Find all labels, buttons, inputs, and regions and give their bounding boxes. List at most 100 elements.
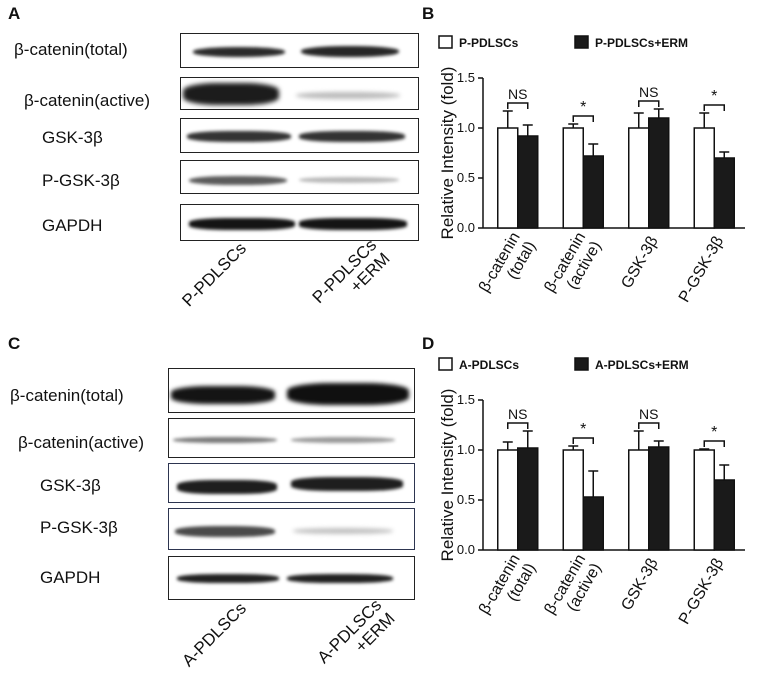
western-band xyxy=(183,83,279,105)
western-band xyxy=(301,46,399,57)
y-tick-label: 1.5 xyxy=(457,392,475,407)
significance-label: * xyxy=(711,88,717,105)
significance-label: * xyxy=(580,99,586,116)
x-tick-label-line: P-GSK-3β xyxy=(676,234,727,306)
legend-label: A-PDLSCs+ERM xyxy=(595,358,689,372)
blot-strip-gsk xyxy=(168,463,415,503)
legend-label: A-PDLSCs xyxy=(459,358,519,372)
blot-row-label: GAPDH xyxy=(40,568,101,587)
significance-label: NS xyxy=(508,406,527,422)
y-axis-label: Relative Intensity (fold) xyxy=(438,67,457,240)
western-band xyxy=(171,386,275,404)
legend-swatch xyxy=(574,357,589,371)
blot-strip-gapdh xyxy=(180,204,419,241)
western-band xyxy=(187,131,291,142)
legend-label: P-PDLSCs+ERM xyxy=(595,36,688,50)
significance-label: * xyxy=(580,421,586,438)
western-band xyxy=(175,526,275,537)
western-band xyxy=(299,131,405,142)
y-tick-label: 0.0 xyxy=(457,220,475,235)
bar xyxy=(582,155,604,229)
lane-label: P-PDLSCs +ERM xyxy=(308,235,394,308)
bar xyxy=(693,127,715,229)
x-tick-label-line: GSK-3β xyxy=(618,556,661,614)
legend-swatch xyxy=(574,35,589,49)
x-tick-label: P-GSK-3β xyxy=(676,234,727,306)
significance-bracket xyxy=(507,422,529,429)
western-band xyxy=(173,437,277,443)
bar-chart-b: P-PDLSCs P-PDLSCs+ERM 0.0 0.5 1.0 1.5Relative… xyxy=(438,35,745,306)
blot-strip-gsk xyxy=(180,118,419,153)
blot-strip-active xyxy=(168,418,415,458)
bar xyxy=(582,496,604,551)
lane-label: P-PDLSCs xyxy=(178,238,250,311)
western-band xyxy=(293,528,393,534)
western-band xyxy=(193,47,285,57)
bar xyxy=(693,449,715,551)
x-tick-label-line: P-GSK-3β xyxy=(676,556,727,628)
bar xyxy=(517,135,539,229)
bar-chart-d: A-PDLSCs A-PDLSCs+ERM 0.0 0.5 1.0 1.5Relative… xyxy=(438,357,745,628)
blot-strip-total xyxy=(180,33,419,68)
western-band xyxy=(177,480,277,494)
blot-row-label: β-catenin(active) xyxy=(24,91,150,110)
blot-row-label: GSK-3β xyxy=(40,476,101,495)
x-tick-label: β-catenin(total) xyxy=(476,230,539,305)
western-band xyxy=(287,383,409,405)
western-band xyxy=(189,218,295,230)
blot-strip-total xyxy=(168,368,415,413)
y-tick-label: 1.0 xyxy=(457,442,475,457)
bar xyxy=(517,447,539,551)
significance-bracket xyxy=(703,440,725,447)
significance-label: * xyxy=(711,424,717,441)
significance-bracket xyxy=(638,100,660,107)
panel-c-letter: C xyxy=(8,334,21,353)
significance-bracket xyxy=(572,115,594,122)
y-tick-label: 0.5 xyxy=(457,492,475,507)
panel-d-letter: D xyxy=(422,334,435,353)
western-band xyxy=(177,574,279,583)
panel-b-letter: B xyxy=(422,4,435,23)
western-band xyxy=(287,574,393,583)
x-tick-label: β-catenin(total) xyxy=(476,552,539,627)
y-tick-label: 0.0 xyxy=(457,542,475,557)
x-tick-label: β-catenin(active) xyxy=(541,552,604,627)
bar xyxy=(648,117,670,229)
blot-row-label: P-GSK-3β xyxy=(40,518,118,537)
blot-strip-gapdh xyxy=(168,556,415,600)
blot-strip-pgsk xyxy=(168,508,415,550)
bar xyxy=(648,446,670,551)
significance-label: NS xyxy=(639,84,658,100)
bar xyxy=(713,479,735,551)
significance-bracket xyxy=(507,102,529,109)
blot-row-label: GSK-3β xyxy=(42,128,103,147)
blot-strip-pgsk xyxy=(180,160,419,194)
significance-bracket xyxy=(703,104,725,111)
x-tick-label: β-catenin(active) xyxy=(541,230,604,305)
western-band xyxy=(189,176,287,185)
blot-row-label: β-catenin(total) xyxy=(10,386,124,405)
legend-swatch xyxy=(438,35,453,49)
bar xyxy=(713,157,735,229)
significance-label: NS xyxy=(639,406,658,422)
bar xyxy=(628,127,650,229)
legend-label: P-PDLSCs xyxy=(459,36,519,50)
western-band xyxy=(299,177,399,183)
legend-swatch xyxy=(438,357,453,371)
y-tick-label: 0.5 xyxy=(457,170,475,185)
blot-row-label: GAPDH xyxy=(42,216,103,235)
bar xyxy=(497,127,519,229)
x-tick-label: P-GSK-3β xyxy=(676,556,727,628)
blot-row-label: P-GSK-3β xyxy=(42,171,120,190)
x-tick-label-line: GSK-3β xyxy=(618,234,661,292)
western-band xyxy=(291,477,403,491)
lane-label: A-PDLSCs xyxy=(178,598,250,671)
blot-strip-active xyxy=(180,77,419,110)
bar xyxy=(562,449,584,551)
bar xyxy=(497,449,519,551)
x-tick-label: GSK-3β xyxy=(618,234,661,292)
western-band xyxy=(296,92,400,99)
significance-bracket xyxy=(638,422,660,429)
blot-row-label: β-catenin(total) xyxy=(14,40,128,59)
significance-bracket xyxy=(572,437,594,444)
